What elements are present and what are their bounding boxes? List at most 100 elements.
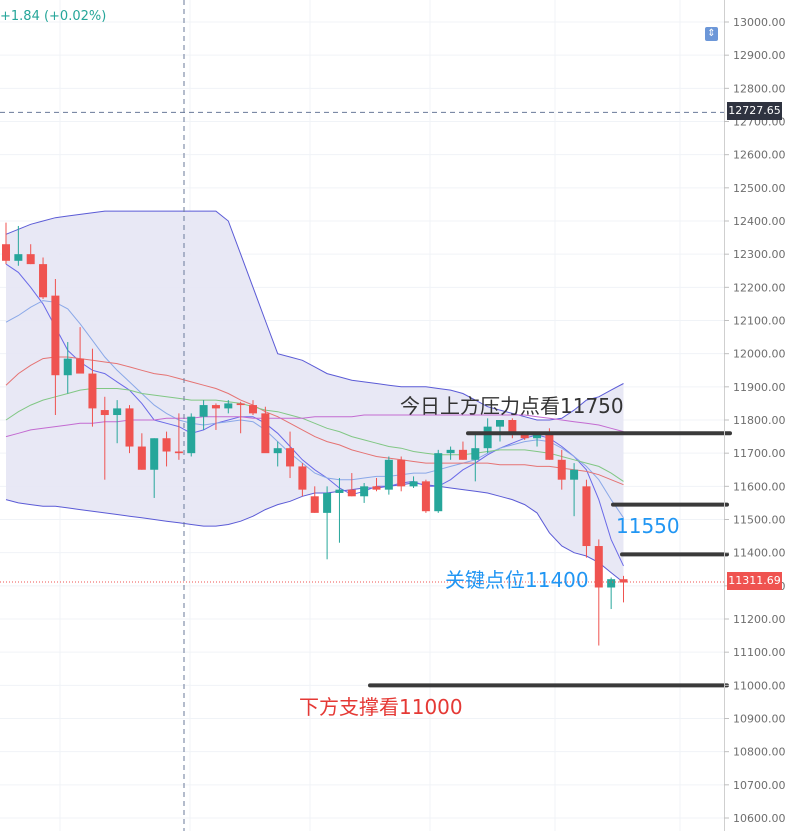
candle[interactable] <box>261 406 270 454</box>
candle[interactable] <box>137 433 146 470</box>
candle[interactable] <box>150 438 159 498</box>
candle[interactable] <box>39 257 48 299</box>
candle[interactable] <box>471 433 480 482</box>
band-upper-line <box>5 210 624 421</box>
axis-tick-label: 12200.00 <box>733 281 786 294</box>
candle[interactable] <box>446 446 455 460</box>
candle-body <box>298 466 307 490</box>
candle[interactable] <box>323 486 332 560</box>
candle-body <box>236 403 245 406</box>
candle-body <box>88 373 97 409</box>
candle-body <box>113 408 122 416</box>
candle[interactable] <box>88 348 97 427</box>
candle[interactable] <box>409 476 418 488</box>
candle[interactable] <box>162 431 171 467</box>
candle-body <box>100 410 109 416</box>
axis-tick-label: 12900.00 <box>733 49 786 62</box>
candle[interactable] <box>582 479 591 558</box>
candle-body <box>446 449 455 454</box>
candle[interactable] <box>224 400 233 414</box>
candle[interactable] <box>286 431 295 479</box>
candle-body <box>261 413 270 454</box>
candle-body <box>483 426 492 449</box>
candle-body <box>508 420 517 434</box>
candle-body <box>211 405 220 409</box>
candle[interactable] <box>557 449 566 490</box>
candle-body <box>310 496 319 513</box>
candle-body <box>174 451 183 454</box>
candle[interactable] <box>384 456 393 495</box>
candle[interactable] <box>594 539 603 646</box>
axis-tick-label: 11200.00 <box>733 613 786 626</box>
candle-body <box>458 449 467 460</box>
candle-body <box>594 546 603 588</box>
candle[interactable] <box>249 400 257 416</box>
price-axis[interactable]: 13000.0012900.0012800.0012700.0012600.00… <box>724 16 786 825</box>
axis-tick-label: 12400.00 <box>733 215 786 228</box>
candle[interactable] <box>335 478 344 543</box>
axis-tick-label: 11100.00 <box>733 646 786 659</box>
candle-body <box>397 459 406 487</box>
candle[interactable] <box>372 478 381 492</box>
candle-body <box>360 486 369 497</box>
candle[interactable] <box>236 401 245 434</box>
axis-tick-label: 11800.00 <box>733 414 786 427</box>
candle[interactable] <box>174 413 183 460</box>
candle-body <box>199 405 208 417</box>
candle-body <box>51 295 60 376</box>
axis-tick-label: 10600.00 <box>733 812 786 825</box>
ma-line-2 <box>5 300 624 519</box>
candle[interactable] <box>607 577 616 610</box>
candle[interactable] <box>76 327 85 374</box>
candle-body <box>150 438 159 470</box>
candle[interactable] <box>360 483 369 503</box>
candle-body <box>434 453 443 512</box>
candle[interactable] <box>100 396 109 480</box>
candle[interactable] <box>14 225 23 266</box>
candle-body <box>26 254 35 265</box>
candle-body <box>471 448 480 460</box>
candle[interactable] <box>187 413 196 457</box>
candle[interactable] <box>347 473 356 497</box>
candle[interactable] <box>199 400 208 430</box>
candle[interactable] <box>619 575 628 603</box>
candle[interactable] <box>570 463 579 517</box>
candle-body <box>545 434 554 460</box>
last-price-tag: 11311.69 <box>727 572 782 590</box>
axis-tick-label: 12000.00 <box>733 348 786 361</box>
candle-body <box>372 486 381 490</box>
candle-body <box>496 420 504 427</box>
candle[interactable] <box>397 456 406 492</box>
candle-body <box>2 244 10 261</box>
candle[interactable] <box>421 479 430 513</box>
candle[interactable] <box>496 420 504 442</box>
candle[interactable] <box>63 342 72 394</box>
candle[interactable] <box>298 463 307 497</box>
candle-body <box>125 408 134 447</box>
candle[interactable] <box>273 441 282 467</box>
axis-tick-label: 11400.00 <box>733 547 786 560</box>
price-change-readout: +1.84 (+0.02%) <box>0 9 107 24</box>
axis-tick-label: 12300.00 <box>733 248 786 261</box>
candle-body <box>162 438 171 452</box>
candle[interactable] <box>51 279 60 416</box>
support-annotation: 下方支撑看11000 <box>299 695 463 719</box>
candle[interactable] <box>125 405 134 454</box>
candle[interactable] <box>310 486 319 513</box>
candle[interactable] <box>483 418 492 454</box>
candle[interactable] <box>434 449 443 513</box>
candle[interactable] <box>2 222 10 265</box>
candle[interactable] <box>113 400 122 444</box>
axis-tick-label: 11500.00 <box>733 514 786 527</box>
candle-body <box>76 358 85 374</box>
candle[interactable] <box>26 244 35 265</box>
axis-tick-label: 10800.00 <box>733 746 786 759</box>
axis-tick-label: 12600.00 <box>733 149 786 162</box>
candle-body <box>273 448 282 454</box>
scale-toggle-icon[interactable]: ⇕ <box>705 27 718 41</box>
candle[interactable] <box>211 403 220 430</box>
candle-body <box>286 448 295 467</box>
candle[interactable] <box>458 441 467 460</box>
